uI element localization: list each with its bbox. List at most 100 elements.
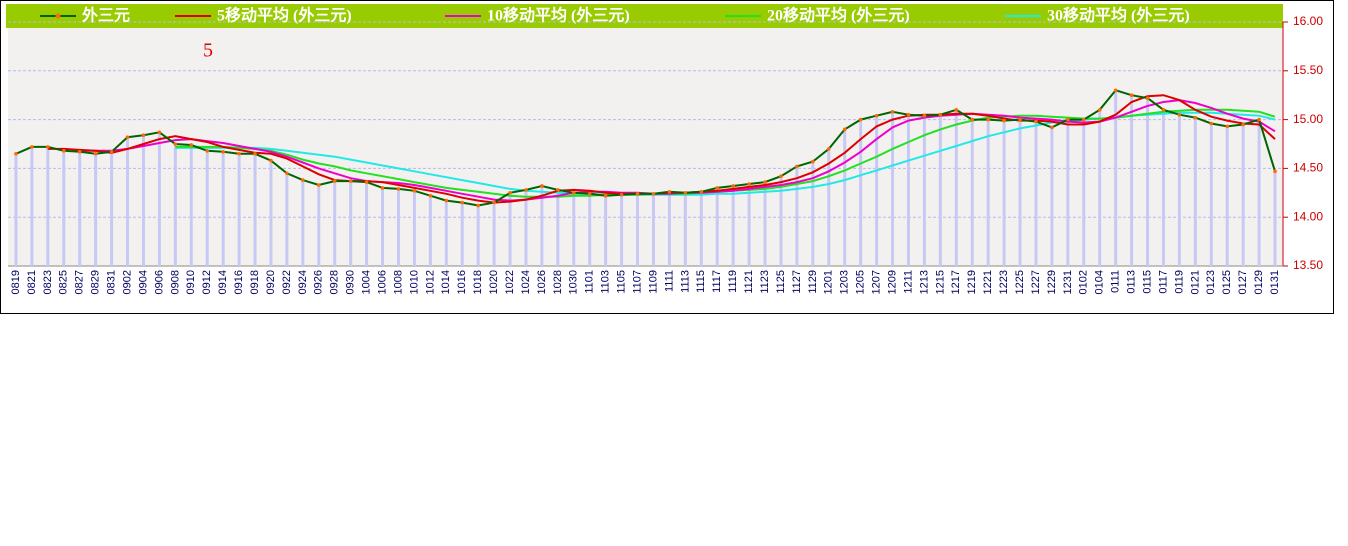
x-tick-label: 1121 bbox=[743, 270, 755, 294]
bar bbox=[1114, 90, 1118, 266]
bar bbox=[173, 144, 177, 266]
x-tick-label: 1006 bbox=[376, 270, 388, 294]
bar bbox=[365, 182, 369, 266]
point bbox=[253, 151, 257, 156]
x-tick-label: 1008 bbox=[392, 270, 404, 294]
x-tick-label: 1201 bbox=[823, 270, 835, 294]
bar bbox=[715, 187, 719, 266]
bar bbox=[1082, 119, 1086, 266]
bar bbox=[1177, 114, 1181, 266]
x-tick-label: 1030 bbox=[568, 270, 580, 294]
point bbox=[1050, 125, 1054, 130]
point bbox=[285, 171, 289, 176]
x-tick-label: 0827 bbox=[74, 270, 86, 294]
bar bbox=[476, 205, 480, 266]
point bbox=[205, 149, 210, 153]
x-tick-label: 1227 bbox=[1030, 270, 1042, 294]
point bbox=[125, 135, 130, 139]
bar bbox=[954, 109, 958, 266]
x-tick-label: 0823 bbox=[42, 270, 54, 294]
x-tick-label: 0928 bbox=[329, 270, 341, 294]
x-tick-label: 0119 bbox=[1173, 270, 1185, 294]
x-tick-label: 0914 bbox=[217, 270, 229, 294]
bar bbox=[779, 176, 783, 266]
bar bbox=[1002, 120, 1006, 267]
x-tick-label: 1123 bbox=[759, 270, 771, 294]
point bbox=[540, 184, 544, 188]
bar bbox=[141, 135, 145, 266]
point bbox=[571, 191, 576, 195]
point bbox=[1241, 122, 1245, 127]
x-tick-label: 0926 bbox=[313, 270, 325, 294]
bar bbox=[444, 200, 448, 266]
x-tick-label: 1107 bbox=[631, 270, 643, 294]
x-tick-label: 0922 bbox=[281, 270, 293, 294]
x-tick-label: 0916 bbox=[233, 270, 245, 294]
y-tick-label: 14.50 bbox=[1293, 161, 1323, 175]
annotation: 5 bbox=[203, 40, 213, 62]
y-tick-label: 13.50 bbox=[1293, 258, 1323, 272]
bar bbox=[253, 153, 257, 266]
bar bbox=[381, 187, 385, 266]
point bbox=[237, 151, 241, 156]
x-tick-label: 1205 bbox=[855, 270, 867, 294]
x-tick-label: 0920 bbox=[265, 270, 277, 294]
x-tick-label: 1221 bbox=[982, 270, 994, 294]
bar bbox=[588, 193, 592, 266]
bar bbox=[795, 166, 799, 266]
point bbox=[428, 193, 433, 198]
bar bbox=[683, 192, 687, 266]
bar bbox=[62, 150, 66, 266]
x-tick-label: 1215 bbox=[934, 270, 946, 294]
point bbox=[332, 179, 337, 183]
point bbox=[46, 145, 50, 149]
x-tick-label: 0825 bbox=[58, 270, 70, 294]
bar bbox=[428, 195, 432, 266]
bar bbox=[651, 193, 655, 266]
point bbox=[1129, 93, 1134, 97]
bar bbox=[412, 190, 416, 266]
bar bbox=[827, 148, 831, 266]
bar bbox=[396, 188, 400, 266]
point bbox=[651, 191, 656, 196]
bar bbox=[508, 192, 512, 266]
bar bbox=[572, 192, 576, 266]
point bbox=[221, 150, 225, 154]
x-tick-label: 1115 bbox=[695, 270, 707, 293]
y-tick-label: 14.00 bbox=[1293, 209, 1323, 223]
bar bbox=[875, 115, 879, 266]
legend-label: 30移动平均 (外三元) bbox=[1047, 6, 1190, 25]
point bbox=[667, 190, 672, 194]
bar bbox=[986, 119, 990, 266]
x-tick-label: 1010 bbox=[408, 270, 420, 294]
bar bbox=[1146, 98, 1150, 267]
legend-label: 20移动平均 (外三元) bbox=[767, 6, 910, 25]
bar bbox=[301, 180, 305, 266]
bar bbox=[1225, 126, 1229, 266]
x-tick-label: 0924 bbox=[297, 270, 309, 294]
bar bbox=[938, 114, 942, 266]
bar bbox=[524, 189, 528, 266]
point bbox=[460, 200, 465, 205]
point bbox=[1161, 108, 1166, 112]
point bbox=[795, 164, 799, 169]
x-tick-label: 1209 bbox=[886, 270, 898, 294]
bar bbox=[556, 189, 560, 266]
bar bbox=[636, 193, 640, 266]
x-tick-label: 0902 bbox=[121, 270, 133, 294]
x-tick-label: 0102 bbox=[1078, 270, 1090, 294]
point bbox=[635, 191, 640, 196]
point bbox=[380, 186, 385, 190]
x-tick-label: 0908 bbox=[169, 270, 181, 294]
point bbox=[922, 113, 927, 118]
bar bbox=[157, 132, 161, 266]
bar bbox=[317, 184, 321, 266]
bar bbox=[221, 151, 225, 266]
point bbox=[412, 189, 417, 193]
point bbox=[1193, 115, 1198, 120]
bar bbox=[843, 129, 847, 266]
x-tick-label: 0129 bbox=[1253, 270, 1265, 294]
point bbox=[1097, 108, 1102, 112]
x-tick-label: 0904 bbox=[137, 270, 149, 294]
